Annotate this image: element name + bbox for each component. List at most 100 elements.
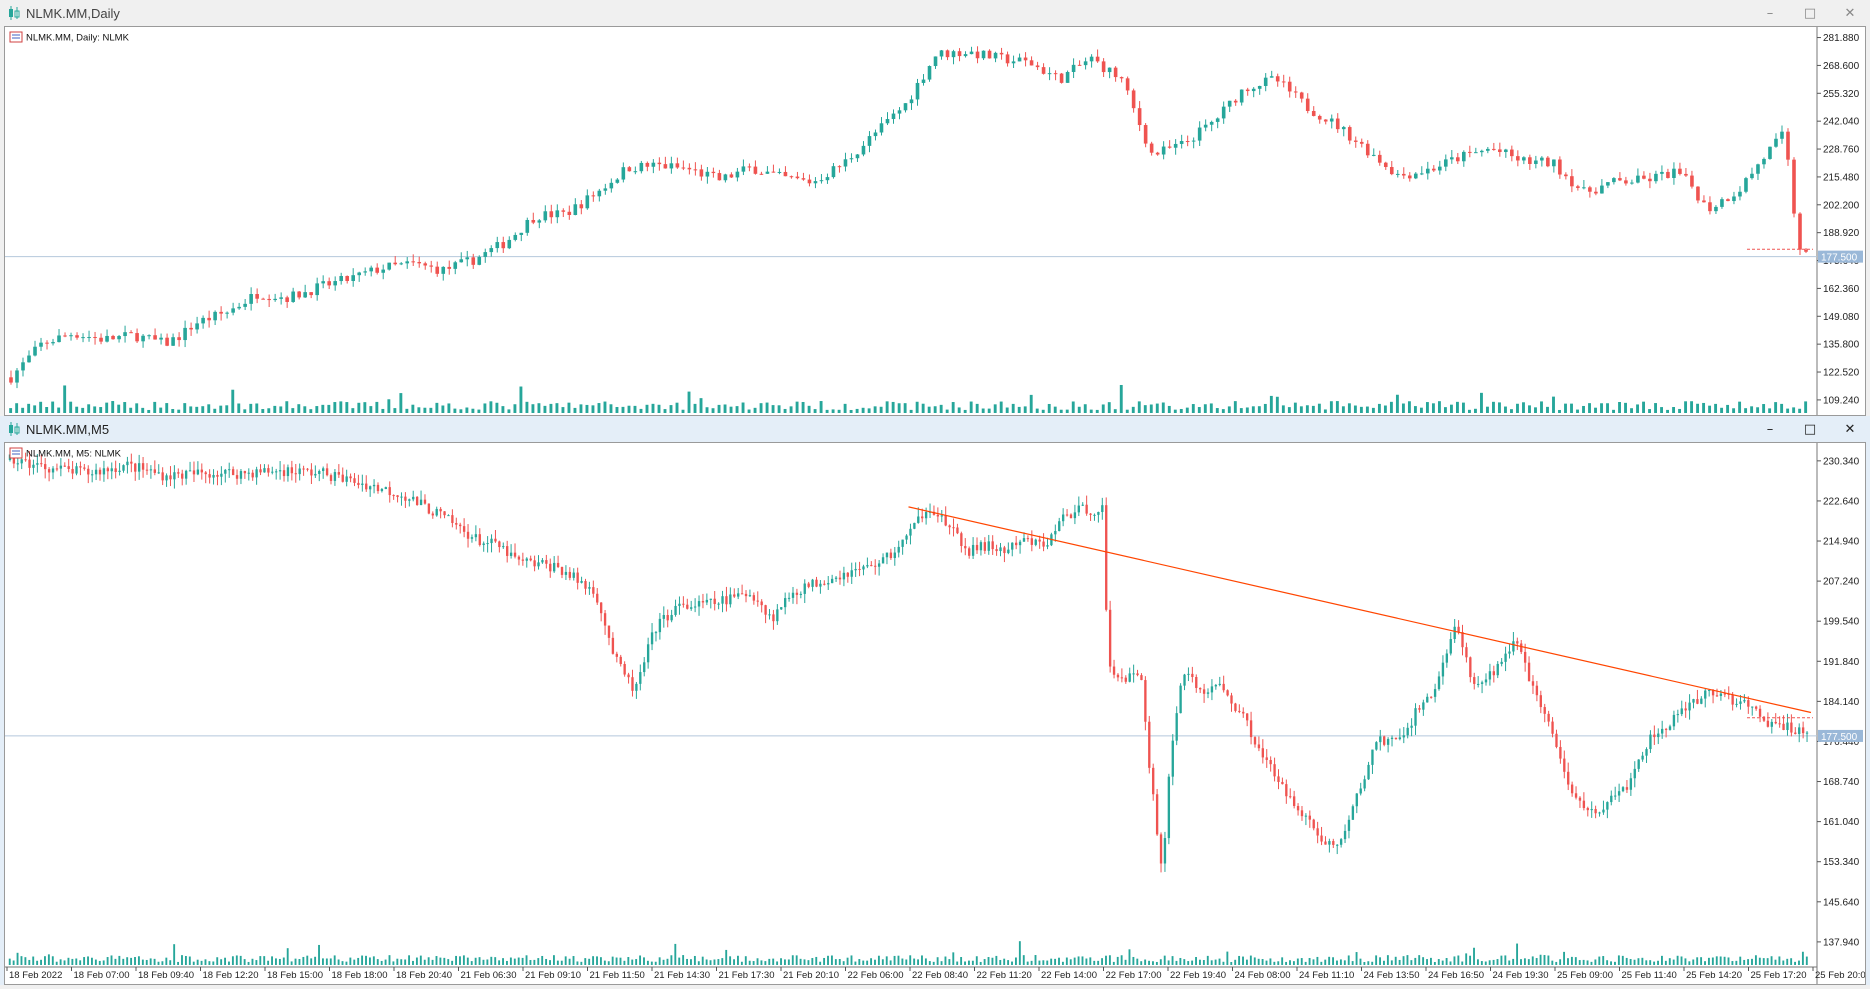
minimize-button[interactable]: – [1766, 421, 1774, 437]
candle-body [599, 602, 603, 614]
candle-body [130, 461, 133, 464]
volume-bar [1486, 406, 1489, 413]
m5-candlestick-chart[interactable]: 230.340222.640214.940207.240199.540191.8… [5, 443, 1870, 984]
volume-bar [596, 956, 598, 965]
volume-bar [1336, 960, 1338, 965]
candle-body [603, 188, 608, 191]
minimize-button[interactable]: – [1766, 5, 1774, 21]
volume-bar [1199, 959, 1201, 965]
candle-body [1406, 727, 1409, 736]
candle-body [1215, 118, 1220, 122]
candle-body [1676, 714, 1680, 716]
candle-body [646, 644, 650, 663]
volume-bar [543, 405, 547, 413]
m5-chart-window: NLMK.MM,M5 – □ ✕ 230.340 222.640 214.940 20… [0, 416, 1870, 985]
volume-bar [517, 957, 520, 965]
volume-bar [666, 958, 669, 965]
volume-bar [838, 958, 841, 965]
volume-bar [1218, 958, 1221, 965]
volume-bar [494, 957, 497, 965]
chart-symbol-label: NLMK.MM, M5: NLMK [26, 449, 122, 460]
volume-bar [275, 958, 277, 965]
volume-bar [1707, 957, 1710, 965]
candle-body [322, 468, 325, 472]
volume-bar [122, 958, 125, 965]
volume-bar [1101, 404, 1105, 413]
volume-bar [975, 956, 978, 965]
volume-bar [1543, 955, 1546, 965]
candle-body [177, 337, 181, 341]
candle-body [1805, 732, 1809, 734]
volume-bar [533, 959, 536, 965]
close-button[interactable]: ✕ [1844, 421, 1856, 437]
candle-body [819, 583, 822, 587]
volume-bar [541, 955, 544, 965]
candle-body [529, 558, 532, 561]
y-tick-label: 202.200 [1823, 200, 1860, 211]
x-tick-label: 18 Feb 20:40 [396, 970, 452, 981]
volume-bar [298, 959, 301, 965]
volume-bar [780, 958, 782, 965]
volume-bar [267, 960, 270, 965]
candle-body [1389, 167, 1394, 175]
volume-bar [1128, 949, 1131, 965]
candle-body [1305, 98, 1310, 111]
candle-body [1105, 505, 1108, 610]
daily-chart-area[interactable]: 281.880 268.600 255.320 242.040 228.760 215.4… [4, 26, 1866, 416]
volume-group [9, 384, 1808, 413]
candle-body [1317, 115, 1322, 120]
volume-bar [752, 961, 755, 965]
daily-candlestick-chart[interactable]: 281.880268.600255.320242.040228.760215.4… [5, 27, 1865, 415]
m5-chart-area[interactable]: 230.340 222.640 214.940 207.240 199.540 191.8… [4, 442, 1870, 985]
volume-bar [909, 955, 912, 965]
volume-bar [1606, 960, 1609, 965]
volume-bar [393, 408, 397, 413]
candle-body [1546, 157, 1550, 167]
volume-bar [314, 956, 317, 965]
candle-body [1329, 118, 1334, 122]
volume-bar [165, 957, 168, 965]
volume-bar [1239, 408, 1243, 413]
volume-bar [1714, 403, 1718, 413]
candle-body [69, 335, 73, 337]
candle-body [1336, 844, 1339, 846]
close-button[interactable]: ✕ [1844, 5, 1856, 21]
candle-body [699, 169, 704, 177]
candle-body [1540, 157, 1544, 161]
volume-bar [1163, 955, 1166, 965]
volume-bar [161, 961, 164, 965]
volume-bar [957, 407, 961, 413]
volume-bar [1131, 406, 1135, 413]
candle-body [913, 522, 916, 529]
candle-body [1666, 171, 1670, 178]
volume-bar [20, 956, 23, 965]
daily-window-title: NLMK.MM,Daily [26, 5, 120, 21]
volume-bar [1148, 960, 1150, 965]
m5-window-titlebar[interactable]: NLMK.MM,M5 – □ ✕ [0, 416, 1870, 442]
candle-body [783, 598, 787, 608]
candle-body [545, 560, 548, 564]
volume-bar [627, 405, 631, 413]
candle-body [429, 265, 434, 267]
volume-bar [952, 952, 955, 965]
candle-body [79, 466, 82, 468]
candle-body [519, 232, 524, 235]
volume-bar [721, 958, 724, 965]
volume-bar [560, 960, 563, 965]
volume-bar [1017, 406, 1021, 413]
candle-body [957, 51, 962, 57]
candle-body [1418, 708, 1421, 710]
volume-bar [294, 958, 297, 965]
volume-bar [956, 961, 959, 965]
volume-bar [975, 403, 979, 413]
volume-bar [1308, 958, 1311, 965]
x-tick-label: 18 Feb 15:00 [267, 970, 323, 981]
maximize-button[interactable]: □ [1803, 5, 1817, 21]
candle-body [1723, 693, 1726, 695]
daily-window-titlebar[interactable]: NLMK.MM,Daily – □ ✕ [0, 0, 1870, 26]
candle-body [1774, 138, 1778, 147]
candle-body [470, 537, 474, 539]
candle-body [1332, 841, 1335, 845]
maximize-button[interactable]: □ [1803, 421, 1817, 437]
volume-bar [901, 958, 904, 965]
